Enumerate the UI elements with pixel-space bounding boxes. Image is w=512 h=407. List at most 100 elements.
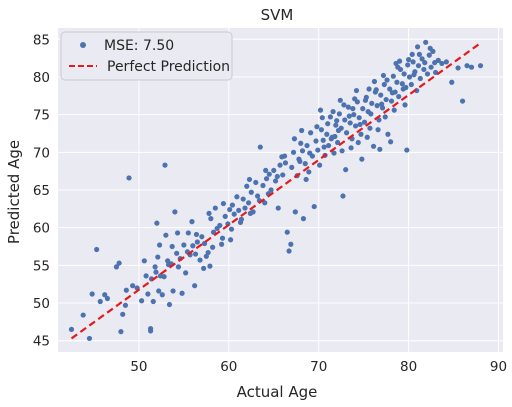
- data-point: [262, 200, 268, 206]
- data-point: [357, 121, 363, 128]
- data-point: [257, 144, 263, 150]
- data-point: [207, 263, 213, 269]
- data-point: [68, 326, 75, 332]
- data-point: [172, 209, 178, 215]
- data-point: [315, 147, 321, 153]
- data-point: [304, 142, 310, 149]
- data-point: [342, 117, 348, 123]
- data-point: [217, 222, 223, 229]
- data-point: [359, 156, 365, 162]
- data-point: [361, 119, 368, 125]
- data-point: [156, 242, 163, 248]
- data-point: [280, 172, 286, 178]
- data-point: [118, 329, 124, 335]
- data-point: [246, 176, 253, 183]
- data-point: [379, 101, 385, 107]
- data-point: [352, 96, 358, 102]
- data-point: [222, 213, 228, 219]
- data-point: [419, 56, 425, 62]
- data-point: [268, 187, 274, 193]
- x-tick-label: 70: [310, 359, 327, 375]
- data-point: [170, 288, 176, 294]
- data-point: [80, 312, 86, 318]
- data-point: [199, 234, 205, 240]
- x-tick-labels: 50 60 70 80 90: [130, 359, 507, 375]
- data-point: [346, 113, 352, 119]
- data-point: [311, 203, 317, 210]
- data-point: [468, 64, 475, 70]
- data-point: [238, 216, 244, 222]
- data-point: [317, 107, 324, 113]
- data-point: [113, 264, 120, 270]
- data-point: [432, 60, 438, 66]
- data-point: [380, 72, 387, 79]
- data-point: [303, 176, 309, 183]
- x-tick-label: 80: [400, 359, 417, 375]
- data-point: [416, 51, 422, 57]
- data-point: [227, 206, 233, 213]
- data-point: [341, 102, 347, 108]
- data-point: [427, 45, 433, 51]
- data-point: [220, 200, 227, 207]
- data-point: [277, 162, 283, 168]
- data-point: [364, 134, 370, 140]
- data-point: [228, 226, 235, 232]
- data-point: [150, 298, 156, 305]
- data-point: [162, 162, 168, 168]
- data-point: [282, 160, 289, 166]
- data-point: [408, 81, 414, 88]
- y-tick-labels: 45 50 55 60 65 70 75 80 85: [33, 32, 50, 349]
- data-point: [174, 230, 181, 236]
- data-point: [402, 102, 408, 108]
- data-point: [414, 44, 421, 50]
- data-point: [253, 179, 259, 186]
- y-tick-label: 45: [33, 334, 50, 350]
- data-point: [319, 115, 325, 121]
- data-point: [169, 243, 175, 250]
- data-point: [356, 115, 362, 121]
- legend-label-perfect: Perfect Prediction: [107, 59, 230, 75]
- data-point: [428, 64, 434, 70]
- data-point: [368, 111, 374, 117]
- data-point: [378, 92, 384, 98]
- data-point: [352, 123, 359, 129]
- data-point: [307, 150, 313, 156]
- data-point: [89, 291, 95, 297]
- data-point: [126, 175, 132, 181]
- data-point: [325, 142, 332, 149]
- data-point: [306, 169, 312, 175]
- data-point: [439, 60, 445, 67]
- data-point: [345, 104, 351, 110]
- data-point: [401, 71, 407, 77]
- data-point: [477, 63, 484, 69]
- data-point: [339, 148, 345, 154]
- x-tick-label: 50: [130, 359, 147, 375]
- data-point: [97, 298, 103, 305]
- data-point: [205, 249, 211, 256]
- data-point: [374, 103, 380, 109]
- data-point: [421, 66, 427, 73]
- data-point: [320, 137, 326, 143]
- data-point: [194, 239, 200, 245]
- data-point: [383, 96, 389, 103]
- data-point: [382, 114, 388, 120]
- data-point: [464, 63, 470, 69]
- data-point: [366, 86, 372, 92]
- data-point: [275, 205, 281, 211]
- data-point: [102, 292, 108, 298]
- y-tick-label: 50: [33, 296, 50, 312]
- data-point: [212, 205, 218, 211]
- data-point: [459, 98, 466, 104]
- data-point: [308, 130, 314, 136]
- data-point: [292, 209, 298, 215]
- data-points: [68, 39, 484, 342]
- data-point: [272, 178, 279, 184]
- data-point: [335, 127, 342, 134]
- data-point: [369, 100, 375, 106]
- y-tick-label: 70: [33, 145, 50, 161]
- data-point: [299, 148, 306, 154]
- y-tick-label: 55: [33, 258, 50, 274]
- data-point: [362, 97, 369, 103]
- data-point: [334, 118, 340, 124]
